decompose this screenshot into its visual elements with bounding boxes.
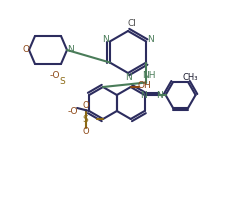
Text: CH₃: CH₃ (182, 72, 198, 81)
Text: NH: NH (143, 71, 156, 80)
Text: -O: -O (50, 71, 60, 80)
Text: N: N (147, 35, 154, 44)
Text: S: S (82, 115, 88, 123)
Text: Cl: Cl (128, 18, 136, 28)
Text: N: N (67, 46, 73, 54)
Text: -O: -O (68, 106, 78, 115)
Text: N: N (102, 35, 109, 44)
Text: OH: OH (138, 80, 151, 89)
Text: O: O (23, 46, 30, 54)
Text: N: N (156, 91, 163, 100)
Text: N: N (140, 91, 147, 100)
Text: S: S (59, 77, 65, 86)
Text: O: O (83, 127, 89, 137)
Text: N: N (125, 74, 131, 83)
Text: O: O (83, 101, 89, 111)
